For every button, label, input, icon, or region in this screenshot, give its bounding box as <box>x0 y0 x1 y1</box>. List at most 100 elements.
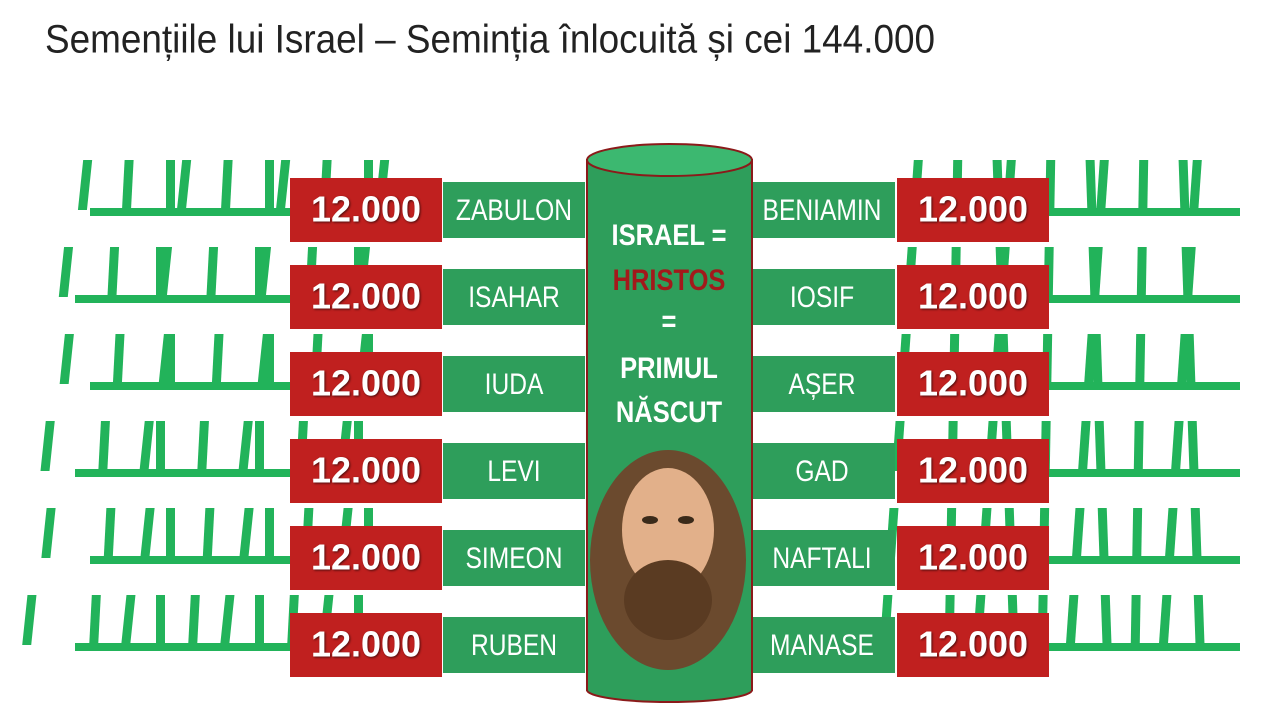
comb-tooth <box>255 595 264 645</box>
comb-base <box>1030 643 1240 651</box>
comb-tooth <box>1090 247 1103 297</box>
tribe-name: AȘER <box>789 367 856 401</box>
eye <box>642 516 658 524</box>
name-box <box>443 356 585 412</box>
eye <box>678 516 694 524</box>
comb-tooth <box>1178 160 1190 210</box>
name-box <box>443 617 585 673</box>
comb-tooth <box>166 160 175 210</box>
comb-tooth <box>1187 421 1199 471</box>
comb-tooth <box>1171 421 1184 471</box>
count: 12.000 <box>918 276 1028 317</box>
comb-tooth <box>220 595 235 645</box>
center-line: = <box>662 304 677 337</box>
count-box <box>897 265 1049 329</box>
count: 12.000 <box>918 363 1028 404</box>
tribe-name: LEVI <box>487 454 540 488</box>
tribe-name: NAFTALI <box>772 541 871 575</box>
tribe-name: SIMEON <box>465 541 562 575</box>
comb-tooth <box>220 160 233 210</box>
comb-tooth <box>103 508 116 558</box>
comb-tooth <box>1085 160 1097 210</box>
count: 12.000 <box>311 276 421 317</box>
center-line: HRISTOS <box>613 263 726 296</box>
comb-tooth <box>1136 247 1147 297</box>
comb-tooth <box>265 160 274 210</box>
tribe-name: MANASE <box>770 628 874 662</box>
center-line: ISRAEL = <box>612 218 727 251</box>
comb-tooth <box>275 160 291 210</box>
center-text: ISRAEL = HRISTOS = PRIMUL NĂSCUT <box>612 218 727 428</box>
tribe-name: GAD <box>795 454 848 488</box>
comb-base <box>75 295 295 303</box>
count: 12.000 <box>918 624 1028 665</box>
comb-tooth <box>166 334 175 384</box>
comb-tooth <box>98 421 110 471</box>
comb-tooth <box>265 508 274 558</box>
name-box <box>750 356 895 412</box>
comb-tooth <box>107 247 120 297</box>
comb-tooth <box>1078 421 1091 471</box>
tribe-name: IUDA <box>485 367 544 401</box>
count-box <box>897 352 1049 416</box>
center-line: NĂSCUT <box>616 395 722 428</box>
count-box <box>290 178 442 242</box>
comb-tooth <box>121 160 134 210</box>
comb-tooth <box>1094 421 1106 471</box>
name-box <box>750 269 895 325</box>
comb-tooth <box>1138 160 1149 210</box>
comb-tooth <box>157 247 173 297</box>
comb-tooth <box>1158 595 1172 645</box>
cylinder-top <box>586 143 753 177</box>
comb-tooth <box>140 508 155 558</box>
comb-tooth <box>238 421 253 471</box>
comb-tooth <box>112 334 125 384</box>
count-box <box>290 526 442 590</box>
count-box <box>290 439 442 503</box>
count: 12.000 <box>918 189 1028 230</box>
beard <box>624 560 712 640</box>
comb-base <box>90 208 310 216</box>
comb-base <box>90 382 310 390</box>
comb-tooth <box>41 508 56 558</box>
comb-tooth <box>1189 160 1202 210</box>
count-box <box>897 526 1049 590</box>
center-line: PRIMUL <box>620 351 718 384</box>
comb-tooth <box>158 334 173 384</box>
comb-tooth <box>265 334 274 384</box>
cylinder <box>586 143 753 703</box>
comb-tooth <box>257 334 272 384</box>
comb-tooth <box>1130 595 1141 645</box>
comb-tooth <box>1190 508 1202 558</box>
comb-tooth <box>176 160 192 210</box>
comb-base <box>75 643 295 651</box>
count: 12.000 <box>311 450 421 491</box>
count-box <box>290 265 442 329</box>
comb-tooth <box>1084 334 1097 384</box>
tribe-name: BENIAMIN <box>763 193 882 227</box>
comb-base <box>75 469 295 477</box>
comb-tooth <box>22 595 37 645</box>
comb-tooth <box>156 595 165 645</box>
title: Semențiile lui Israel – Seminția înlocui… <box>45 18 935 62</box>
tribe-name: RUBEN <box>471 628 557 662</box>
name-box <box>443 530 585 586</box>
comb-base <box>90 556 310 564</box>
comb-tooth <box>202 508 215 558</box>
comb-tooth <box>1183 247 1196 297</box>
count-box <box>897 178 1049 242</box>
comb-tooth <box>1133 421 1144 471</box>
comb-tooth <box>239 508 254 558</box>
count-box <box>290 352 442 416</box>
name-box <box>750 617 895 673</box>
comb-tooth <box>255 421 264 471</box>
comb-tooth <box>256 247 272 297</box>
comb-tooth <box>206 247 219 297</box>
comb-base <box>1030 208 1240 216</box>
tribe-boxes: 12.000 ZABULON 12.000 ISAHAR 12.000 IUDA 12.00… <box>290 178 1049 677</box>
comb-tooth <box>1164 508 1178 558</box>
name-box <box>443 182 585 238</box>
comb-tooth <box>166 508 175 558</box>
name-box <box>443 269 585 325</box>
comb-tooth <box>1193 595 1205 645</box>
